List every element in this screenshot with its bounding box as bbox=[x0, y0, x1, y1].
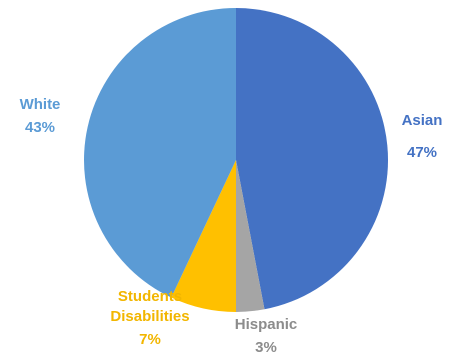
slice-value-white: 43% bbox=[25, 119, 55, 136]
pie-slices bbox=[84, 7, 389, 312]
slice-value-asian: 47% bbox=[407, 144, 437, 161]
pie-slice-students-disabilities bbox=[171, 160, 236, 312]
slice-label-students-disabilities: Students Disabilities bbox=[110, 288, 189, 325]
pie-labels: Asian 47% Hispanic 3% Students Disabilities 7%… bbox=[20, 96, 443, 356]
slice-label-hispanic: Hispanic bbox=[235, 316, 298, 333]
pie-slice-hispanic bbox=[236, 160, 265, 312]
pie-slice-asian bbox=[236, 7, 389, 310]
pie-slice-white bbox=[84, 8, 236, 298]
slice-label-white: White bbox=[20, 96, 61, 113]
slice-value-students-disabilities: 7% bbox=[139, 331, 161, 348]
slice-label-asian: Asian bbox=[402, 112, 443, 129]
slice-value-hispanic: 3% bbox=[255, 339, 277, 356]
